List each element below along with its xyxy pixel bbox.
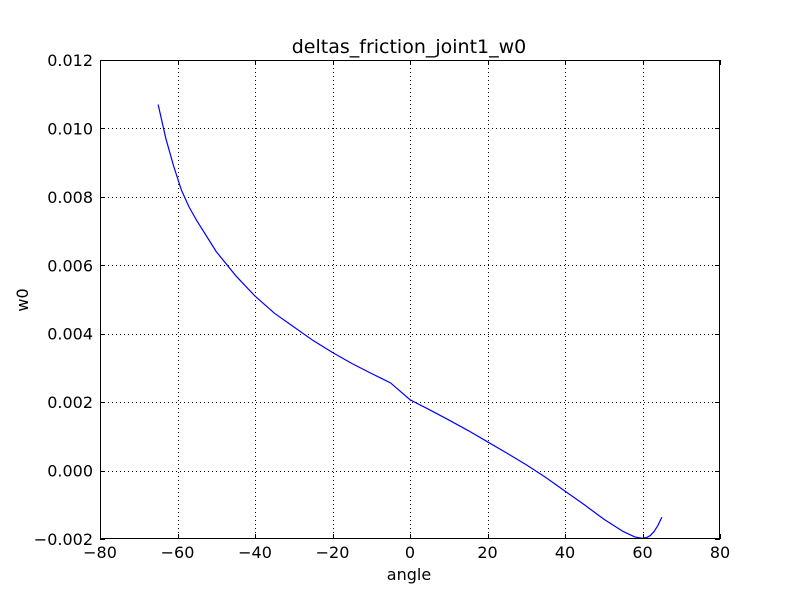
x-tick-label: −80 — [83, 543, 117, 562]
x-tick-label: −20 — [316, 543, 350, 562]
grid-layer — [100, 60, 720, 539]
chart-title: deltas_friction_joint1_w0 — [292, 36, 527, 58]
y-tick-label: 0.010 — [47, 119, 93, 138]
y-tick-label: 0.000 — [47, 462, 93, 481]
y-tick-label: 0.012 — [47, 51, 93, 70]
y-tick-label: −0.002 — [34, 530, 93, 549]
y-tick-label: 0.002 — [47, 393, 93, 412]
x-tick-label: 60 — [632, 543, 652, 562]
x-tick-label: 80 — [710, 543, 730, 562]
series-layer — [157, 104, 663, 539]
series-line-0 — [157, 104, 663, 539]
x-tick-label: 20 — [477, 543, 497, 562]
x-tick-label: −40 — [238, 543, 272, 562]
y-tick-label: 0.004 — [47, 325, 93, 344]
x-tick-label: −60 — [161, 543, 195, 562]
y-tick-label: 0.008 — [47, 188, 93, 207]
y-axis-label: w0 — [13, 288, 32, 311]
x-axis-label: angle — [387, 565, 431, 584]
y-tick-label: 0.006 — [47, 256, 93, 275]
plot-frame — [100, 60, 720, 539]
tick-layer: −80 −60 −40 −20 0 20 40 60 80 −0.002 0.000 0.002 0.0… — [34, 51, 730, 562]
x-tick-label: 40 — [555, 543, 575, 562]
x-tick-label: 0 — [405, 543, 415, 562]
